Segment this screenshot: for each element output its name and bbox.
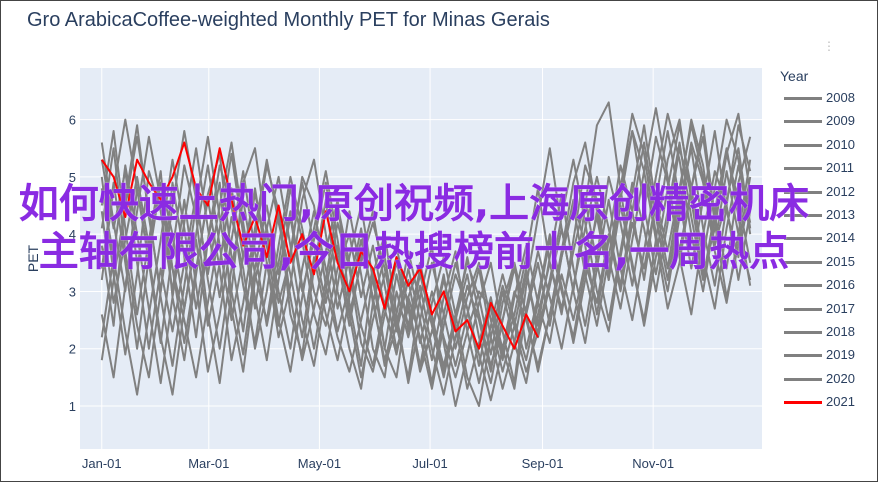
legend-swatch [784,377,822,381]
legend-label: 2016 [826,277,855,293]
x-tick-label: Jul-01 [412,456,447,471]
y-tick-label: 1 [69,399,76,414]
legend-swatch [784,213,822,217]
legend-label: 2020 [826,370,855,386]
series-line-2018 [100,124,752,385]
legend-item-2018[interactable]: 2018 [778,322,874,345]
legend-label: 2008 [826,90,855,105]
x-tick-label: Nov-01 [632,456,674,471]
legend-label: 2021 [826,394,855,410]
legend-swatch [784,190,822,194]
legend-label: 2019 [826,347,855,363]
legend-item-2013[interactable]: 2013 [778,205,874,228]
legend-label: 2015 [826,253,855,269]
y-tick-label: 3 [69,284,76,299]
legend-swatch [784,167,822,171]
x-tick-label: Sep-01 [522,456,564,471]
series-line-2020 [100,124,752,379]
y-tick-label: 4 [69,227,76,242]
legend-swatch [784,284,822,288]
legend-label: 2013 [826,206,855,222]
series-line-2019 [100,130,752,379]
y-tick-label: 2 [69,342,76,357]
legend-item-2014[interactable]: 2014 [778,228,874,251]
legend-item-2019[interactable]: 2019 [778,345,874,368]
y-tick-label: 6 [69,113,76,128]
legend-item-2010[interactable]: 2010 [778,135,874,158]
legend-label: 2014 [826,230,855,246]
legend-item-2016[interactable]: 2016 [778,275,874,298]
legend-item-2009[interactable]: 2009 [778,111,874,134]
legend-label: 2017 [826,300,855,316]
legend-swatch [784,237,822,241]
legend-label: 2010 [826,136,855,152]
legend-label: 2012 [826,183,855,199]
legend-label: 2009 [826,113,855,129]
legend: Year 2008 2009 2010 2011 2012 2013 2014 2015 201… [778,68,874,415]
legend-swatch [784,143,822,147]
legend-swatch [784,120,822,124]
legend-item-2017[interactable]: 2017 [778,299,874,322]
legend-label: 2018 [826,323,855,339]
legend-item-2011[interactable]: 2011 [778,158,874,181]
legend-swatch [784,260,822,264]
legend-item-2008[interactable]: 2008 [778,88,874,111]
overlay-watermark-text: 如何快速上热门,原创祝频,上海原创精密机床主轴有限公司,今日热搜榜前十名,一周热… [18,181,810,275]
x-tick-label: Mar-01 [188,456,229,471]
legend-swatch [784,354,822,358]
legend-title: Year [780,68,809,84]
legend-swatch [784,330,822,334]
x-tick-label: Jan-01 [82,456,122,471]
legend-item-2015[interactable]: 2015 [778,252,874,275]
modebar-icon[interactable]: ⋮ [823,39,835,53]
legend-swatch [784,401,822,405]
series-line-2021 [100,141,539,350]
y-tick-label: 5 [69,170,76,185]
series-line-2008 [100,130,752,402]
legend-item-2012[interactable]: 2012 [778,182,874,205]
legend-swatch [784,97,822,100]
legend-label: 2011 [826,160,854,176]
x-tick-label: May-01 [298,456,341,471]
chart-title: Gro ArabicaCoffee-weighted Monthly PET f… [27,9,550,31]
legend-item-2021[interactable]: 2021 [778,392,874,415]
legend-item-2020[interactable]: 2020 [778,369,874,392]
y-axis-title: PET [25,244,41,272]
legend-items: 2008 2009 2010 2011 2012 2013 2014 2015 2016 2017… [778,88,874,415]
legend-swatch [784,307,822,311]
